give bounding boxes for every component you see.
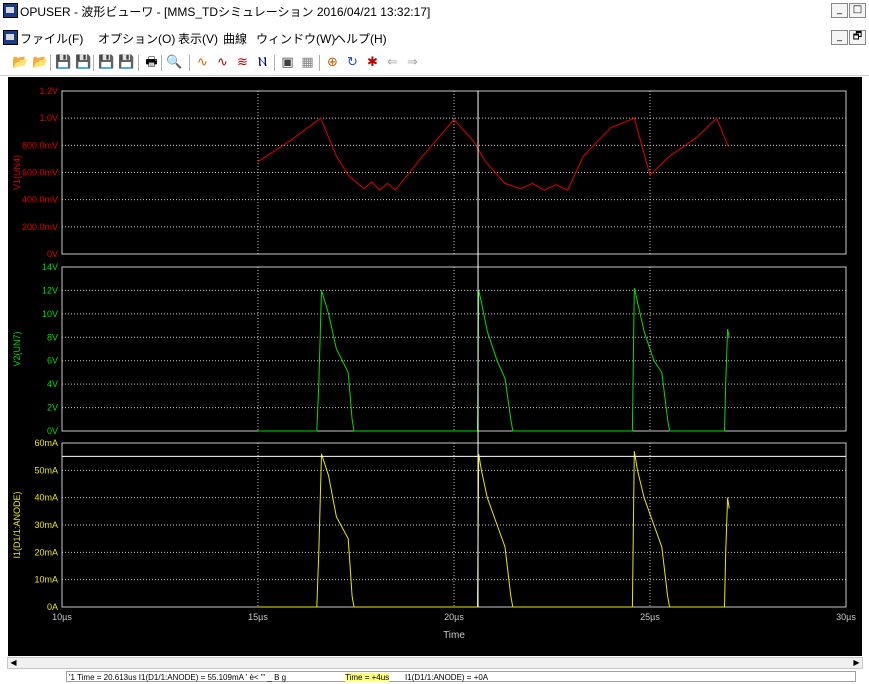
toolbar-separator [189,55,190,71]
scroll-right-icon[interactable]: ▶ [851,658,862,668]
print-icon[interactable]: 🖶 [145,55,158,70]
y-tick-label: 8V [47,332,58,342]
toolbar-separator [93,55,94,71]
y-tick-label: 0V [47,249,58,259]
x-axis-label: Time [443,630,465,641]
toolbar-separator [319,55,320,71]
zoom-icon[interactable]: 🔍 [166,55,183,70]
x-tick-label: 15µs [248,612,268,622]
scroll-left-icon[interactable]: ◀ [8,658,19,668]
series-line [257,117,729,191]
y-tick-label: 12V [42,285,58,295]
menu-options[interactable]: オプション(O) [98,32,176,46]
cursor-icon[interactable]: ⊕ [327,55,338,70]
x-tick-label: 25µs [640,612,660,622]
y-tick-label: 60mA [34,438,58,448]
y-axis-label: V1(UN4) [12,155,22,190]
y-tick-label: 600.0mV [22,168,58,178]
y-axis-label: V2(UN7) [12,331,22,366]
toolbar-separator [50,55,51,71]
restore-button[interactable]: □ [849,3,866,18]
save-all-icon[interactable]: 💾 [75,55,92,70]
settings-icon[interactable]: ▣ [281,55,294,70]
toolbar: 📂 📂 💾 💾 💾 💾 🖶 🔍 ∿ ∿ ≋ Ⲛ ▣ ▦ ⊕ ↻ ✱ ⇐ ⇒ [0,51,869,76]
forward-arrow-icon[interactable]: ⇒ [407,55,418,70]
horizontal-scrollbar[interactable]: ◀ ▶ [7,657,863,669]
grid-icon[interactable]: ▦ [301,55,314,70]
y-axis-label: I1(D1/1:ANODE) [12,491,22,558]
status-bar: '1 Time = 20.613us I1(D1/1:ANODE) = 55.1… [0,670,869,684]
status-box: '1 Time = 20.613us I1(D1/1:ANODE) = 55.1… [66,671,856,682]
toolbar-separator [274,55,275,71]
wave-line-icon[interactable]: Ⲛ [257,55,268,70]
mdi-minimize-button[interactable]: _ [831,30,848,45]
menu-window[interactable]: ウィンドウ(W) [256,32,336,46]
title-bar: OPUSER - 波形ビューワ - [MMS_TDシミュレーション 2016/0… [0,0,869,20]
save-as-icon[interactable]: 💾 [98,55,115,70]
y-tick-label: 50mA [34,465,58,475]
y-tick-label: 200.0mV [22,222,58,232]
open-folder-icon[interactable]: 📂 [12,55,29,70]
y-tick-label: 0V [47,426,58,436]
y-tick-label: 0A [47,602,58,612]
y-tick-label: 20mA [34,547,58,557]
wave-icon[interactable]: ∿ [197,55,208,70]
toolbar-separator [138,55,139,71]
toolbar-separator [161,55,162,71]
wave-multi-icon[interactable]: ∿ [217,55,228,70]
y-tick-label: 2V [47,403,58,413]
save-copy-icon[interactable]: 💾 [118,55,135,70]
wave-grid-icon[interactable]: ≋ [237,55,248,70]
document-icon[interactable] [3,30,18,45]
menu-help[interactable]: ヘルプ(H) [334,32,387,46]
window-title: OPUSER - 波形ビューワ - [MMS_TDシミュレーション 2016/0… [20,5,431,19]
series-line [258,451,730,608]
menu-bar: ファイル(F) オプション(O) 表示(V) 曲線 ウィンドウ(W) ヘルプ(H… [0,27,869,47]
y-tick-label: 30mA [34,520,58,530]
status-cursor2: I1(D1/1:ANODE) = +0A [405,673,489,682]
cycle-icon[interactable]: ↻ [347,55,358,70]
waveform-plot[interactable]: 0V 200.0mV 400.0mV 600.0mV 800.0mV 1.0V 1.2V V1… [8,77,862,656]
mdi-restore-button[interactable]: 🗗 [849,30,866,45]
status-delta: Time = +4us [345,673,390,682]
marker-icon[interactable]: ✱ [367,55,378,70]
menu-curve[interactable]: 曲線 [223,32,248,46]
y-tick-label: 400.0mV [22,195,58,205]
y-tick-label: 40mA [34,493,58,503]
y-tick-label: 800.0mV [22,140,58,150]
x-tick-label: 10µs [52,612,72,622]
x-tick-label: 30µs [836,612,856,622]
waveform-svg[interactable]: 0V 200.0mV 400.0mV 600.0mV 800.0mV 1.0V 1.2V V1… [8,77,862,656]
series-line [258,287,730,432]
app-icon[interactable] [3,3,18,18]
y-tick-label: 10mA [34,575,58,585]
x-tick-label: 20µs [444,612,464,622]
y-tick-label: 10V [42,309,58,319]
menu-view[interactable]: 表示(V) [178,32,218,46]
y-tick-label: 4V [47,379,58,389]
save-icon[interactable]: 💾 [55,55,72,70]
y-tick-label: 14V [42,262,58,272]
menu-file[interactable]: ファイル(F) [20,32,84,46]
open-file-icon[interactable]: 📂 [32,55,49,70]
y-tick-label: 1.2V [39,86,58,96]
status-cursor1: '1 Time = 20.613us I1(D1/1:ANODE) = 55.1… [69,673,287,682]
y-tick-label: 6V [47,356,58,366]
back-arrow-icon[interactable]: ⇐ [387,55,398,70]
y-tick-label: 1.0V [39,113,58,123]
minimize-button[interactable]: _ [831,3,848,18]
